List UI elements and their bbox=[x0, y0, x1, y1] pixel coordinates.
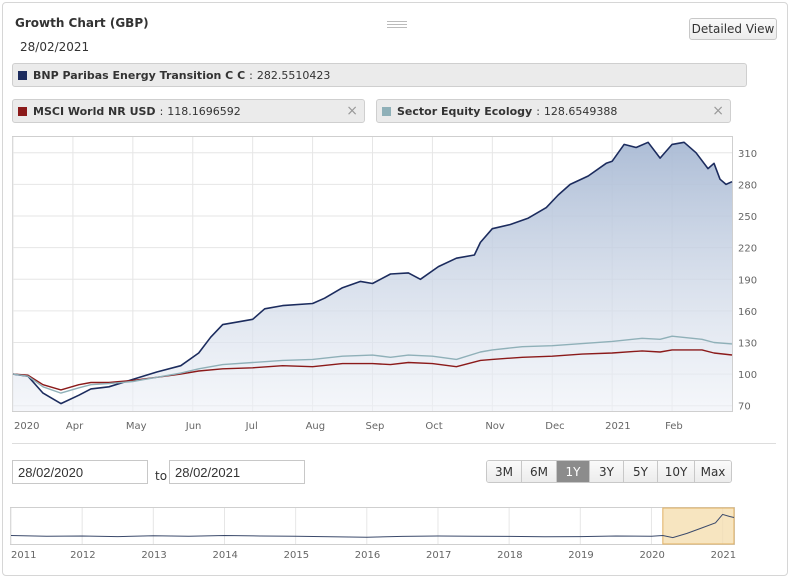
range-5y-button[interactable]: 5Y bbox=[624, 461, 658, 482]
end-date-input[interactable] bbox=[169, 460, 305, 484]
detailed-view-button[interactable]: Detailed View bbox=[689, 18, 777, 40]
range-6m-button[interactable]: 6M bbox=[522, 461, 557, 482]
range-3m-button[interactable]: 3M bbox=[487, 461, 522, 482]
legend-item-msci: MSCI World NR USD : 118.1696592 × bbox=[12, 99, 365, 123]
legend-sector-value: 128.6549388 bbox=[543, 104, 618, 118]
chart-title: Growth Chart (GBP) bbox=[15, 16, 149, 30]
legend-fund-name: BNP Paribas Energy Transition C C bbox=[33, 68, 246, 82]
range-1y-button[interactable]: 1Y bbox=[557, 461, 590, 482]
legend-item-sector: Sector Equity Ecology : 128.6549388 × bbox=[376, 99, 731, 123]
navigator-frame[interactable] bbox=[10, 507, 735, 545]
msci-color-swatch bbox=[18, 106, 27, 116]
divider bbox=[12, 443, 776, 444]
drag-handle-icon[interactable] bbox=[387, 21, 407, 29]
legend-item-fund: BNP Paribas Energy Transition C C : 282.… bbox=[12, 63, 747, 87]
range-10y-button[interactable]: 10Y bbox=[658, 461, 695, 482]
remove-msci-close-icon[interactable]: × bbox=[346, 103, 358, 119]
date-range-to-label: to bbox=[155, 469, 168, 483]
start-date-input[interactable] bbox=[12, 460, 148, 484]
legend-msci-value: 118.1696592 bbox=[167, 104, 241, 118]
chart-plot-frame[interactable] bbox=[12, 136, 733, 412]
fund-color-swatch bbox=[18, 70, 27, 80]
range-3y-button[interactable]: 3Y bbox=[590, 461, 624, 482]
legend-fund-value: 282.5510423 bbox=[256, 68, 331, 82]
range-max-button[interactable]: Max bbox=[695, 461, 731, 482]
range-button-group: 3M 6M 1Y 3Y 5Y 10Y Max bbox=[486, 460, 732, 483]
legend-msci-name: MSCI World NR USD bbox=[33, 104, 156, 118]
sector-color-swatch bbox=[382, 106, 391, 116]
legend-sector-name: Sector Equity Ecology bbox=[397, 104, 533, 118]
remove-sector-close-icon[interactable]: × bbox=[712, 103, 724, 119]
as-of-date: 28/02/2021 bbox=[20, 40, 90, 54]
